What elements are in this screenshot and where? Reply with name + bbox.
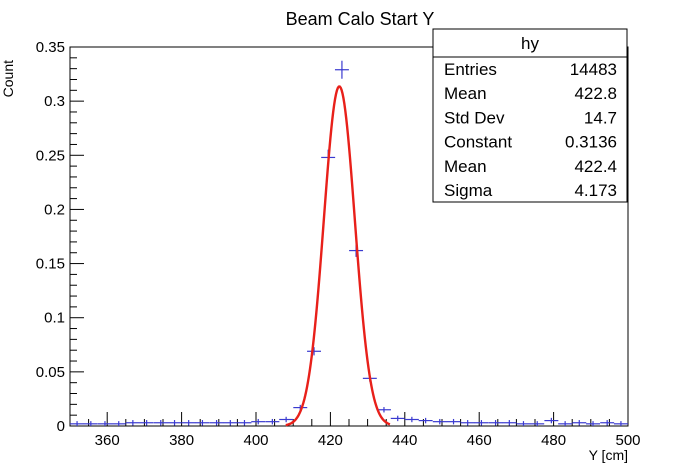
data-point [223,420,237,425]
data-point [112,421,126,426]
x-tick-label: 400 [243,432,268,449]
data-point [210,420,224,425]
stats-box-title: hy [521,34,539,53]
data-point [572,420,586,425]
y-tick-label: 0.1 [44,310,65,327]
data-point [98,421,112,426]
data-point [237,420,251,425]
data-point [265,419,279,424]
y-tick-label: 0.15 [36,256,65,273]
x-tick-label: 500 [615,432,640,449]
data-point [84,421,98,426]
x-tick-label: 380 [169,432,194,449]
data-point [70,421,84,426]
data-point [154,420,168,425]
x-tick-label: 480 [541,432,566,449]
data-point [168,420,182,425]
stats-row-label: Sigma [444,181,493,200]
data-point [251,419,265,424]
data-point [558,421,572,426]
data-point [335,61,349,79]
data-point [516,421,530,426]
data-point [489,420,503,425]
y-axis-label: Count [0,60,16,97]
x-tick-label: 460 [467,432,492,449]
y-tick-label: 0 [57,418,65,435]
y-tick-label: 0.05 [36,364,65,381]
y-tick-label: 0.3 [44,93,65,110]
data-point [307,347,321,355]
stats-row-value: 422.8 [574,84,617,103]
stats-row-label: Std Dev [444,108,505,127]
stats-row-value: 14.7 [584,108,617,127]
data-point [279,417,293,422]
data-point [586,421,600,426]
data-point [614,421,628,426]
stats-box: hy Entries 14483 Mean 422.8 Std Dev 14.7 Const… [433,29,627,202]
data-point [447,419,461,424]
stats-row-label: Constant [444,133,512,152]
data-point [195,420,209,425]
x-tick-label: 440 [392,432,417,449]
y-tick-label: 0.25 [36,147,65,164]
x-axis-label: Y [cm] [589,447,628,463]
data-point [474,420,488,425]
data-point [600,420,614,425]
data-point [502,420,516,425]
fit-curve [286,87,390,426]
data-point [433,419,447,424]
stats-row-label: Entries [444,60,497,79]
stats-row-value: 4.173 [574,181,617,200]
data-point [544,418,558,423]
stats-row-value: 14483 [570,60,617,79]
stats-row-value: 422.4 [574,157,617,176]
x-tick-label: 420 [318,432,343,449]
y-tick-label: 0.35 [36,39,65,56]
stats-row-label: Mean [444,84,487,103]
chart-title: Beam Calo Start Y [286,9,435,29]
stats-row-value: 0.3136 [565,133,617,152]
data-point [530,421,544,426]
x-tick-label: 360 [95,432,120,449]
data-point [405,417,419,422]
stats-row-label: Mean [444,157,487,176]
fit-curve-group [286,87,390,426]
data-point [126,420,140,425]
data-point [391,416,405,421]
data-point [140,420,154,425]
y-tick-label: 0.2 [44,201,65,218]
data-point [182,420,196,425]
data-point [461,420,475,425]
data-point [419,418,433,423]
